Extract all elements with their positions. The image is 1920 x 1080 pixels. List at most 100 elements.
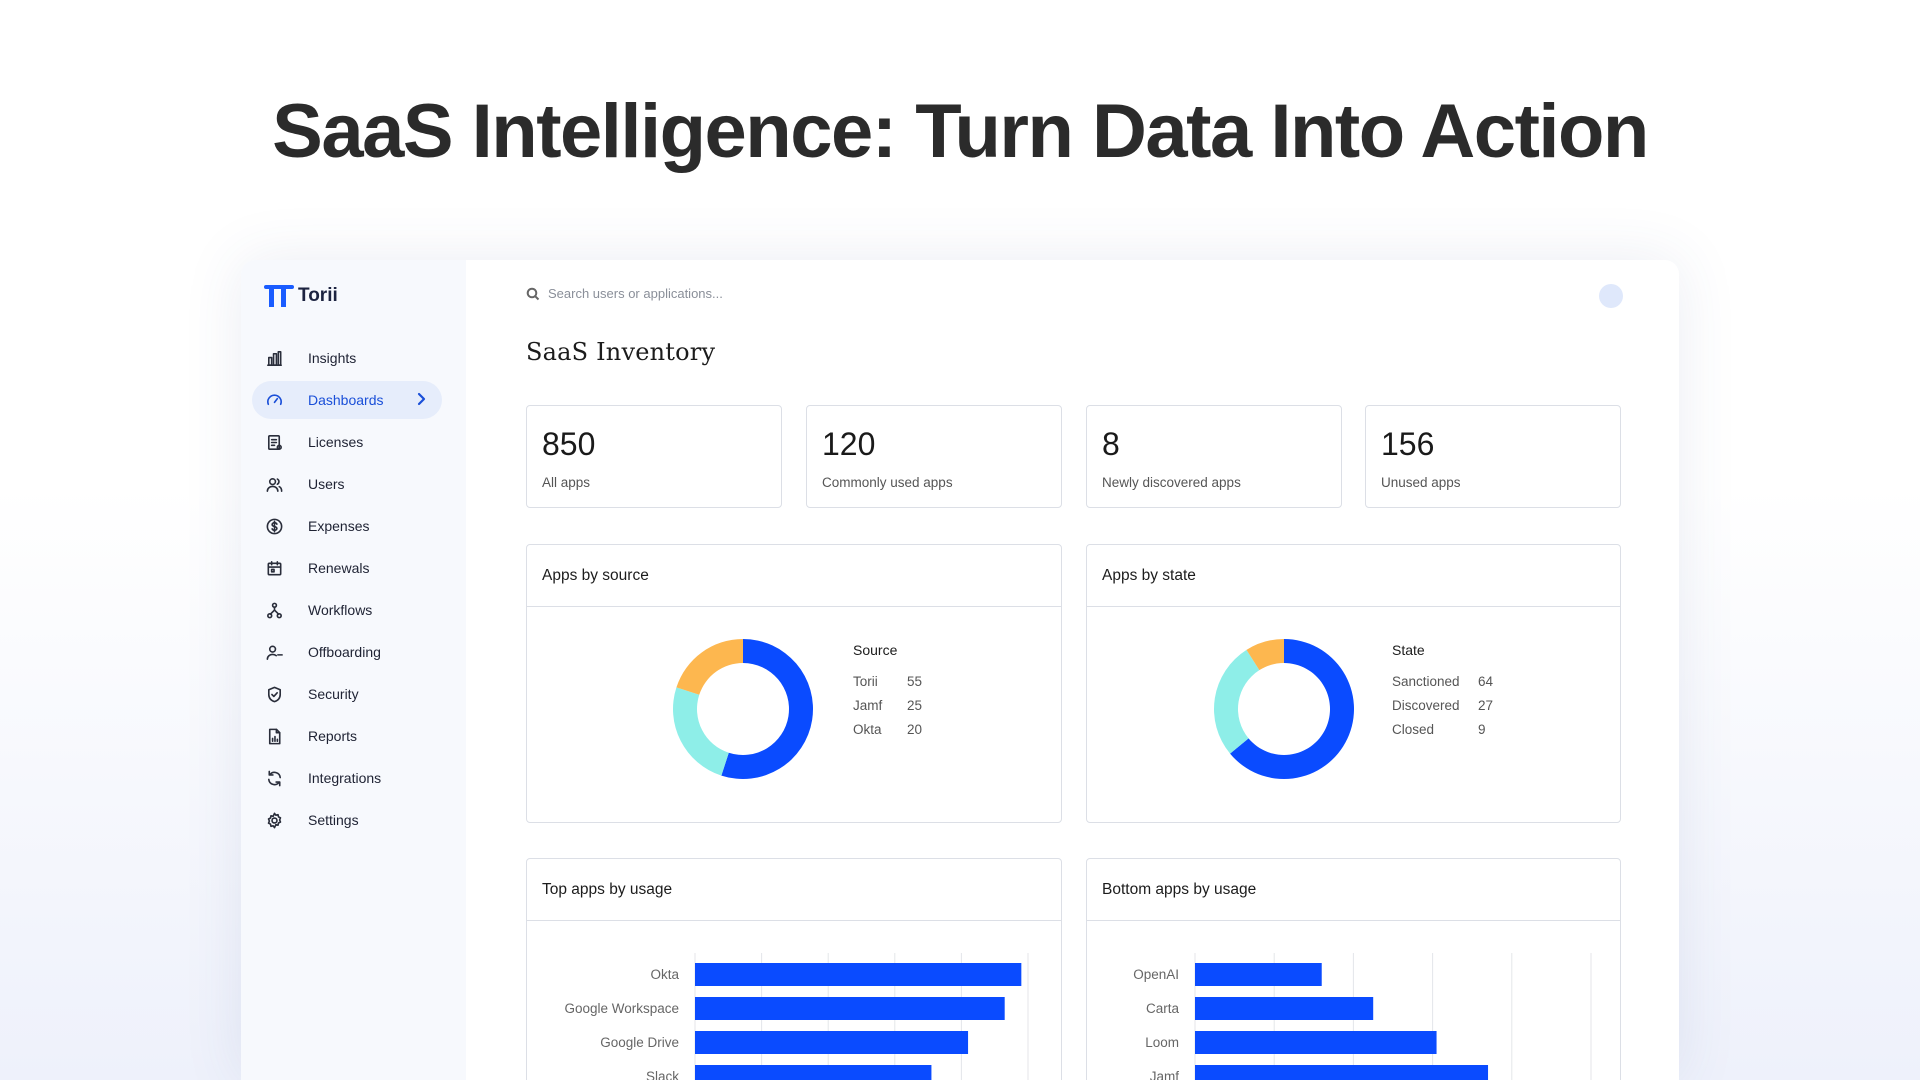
- app-window: Torii Insights Dashboards: [241, 260, 1679, 1080]
- legend-label: Okta: [853, 722, 882, 737]
- sidebar-item-label: Offboarding: [308, 644, 381, 660]
- shield-icon: [264, 684, 284, 704]
- donut-slice-sanctioned[interactable]: [1230, 639, 1354, 779]
- legend-source: Source Torii 55 Jamf 25 Okta 20: [853, 642, 922, 746]
- search-input[interactable]: [548, 286, 948, 301]
- stat-label: Unused apps: [1381, 475, 1461, 490]
- donut-slice-jamf[interactable]: [673, 687, 729, 776]
- legend-row: Jamf 25: [853, 698, 922, 722]
- stat-value: 8: [1102, 426, 1120, 462]
- sidebar-nav: Insights Dashboards Licenses: [252, 339, 442, 843]
- users-icon: [264, 474, 284, 494]
- report-icon: [264, 726, 284, 746]
- sidebar-item-expenses[interactable]: Expenses: [252, 507, 442, 545]
- refresh-icon: [264, 768, 284, 788]
- donut-slice-closed[interactable]: [1246, 639, 1284, 671]
- gear-icon: [264, 810, 284, 830]
- legend-row: Okta 20: [853, 722, 922, 746]
- bar-label: Slack: [646, 1069, 679, 1080]
- sidebar-item-licenses[interactable]: Licenses: [252, 423, 442, 461]
- stat-label: All apps: [542, 475, 591, 490]
- bar-chart-icon: [264, 348, 284, 368]
- dollar-icon: [264, 516, 284, 536]
- sidebar-item-integrations[interactable]: Integrations: [252, 759, 442, 797]
- sidebar-item-label: Expenses: [308, 518, 370, 534]
- donut-chart-source: [673, 639, 813, 779]
- panel-title: Top apps by usage: [527, 859, 1061, 921]
- brand-name: Torii: [298, 285, 338, 306]
- sidebar-item-offboarding[interactable]: Offboarding: [252, 633, 442, 671]
- sidebar-item-label: Licenses: [308, 434, 364, 450]
- search-bar: [526, 286, 948, 301]
- sidebar-item-reports[interactable]: Reports: [252, 717, 442, 755]
- donut-slice-discovered[interactable]: [1214, 649, 1260, 754]
- stat-value: 120: [822, 426, 876, 462]
- bar-label: Okta: [650, 967, 679, 982]
- donut-slice-okta[interactable]: [676, 639, 743, 695]
- sidebar-item-security[interactable]: Security: [252, 675, 442, 713]
- bar-label: Google Drive: [600, 1035, 679, 1050]
- sidebar-item-settings[interactable]: Settings: [252, 801, 442, 839]
- license-icon: [264, 432, 284, 452]
- sidebar-item-label: Renewals: [308, 560, 370, 576]
- gauge-icon: [264, 390, 284, 410]
- sidebar-item-label: Settings: [308, 812, 359, 828]
- sidebar-item-dashboards[interactable]: Dashboards: [252, 381, 442, 419]
- stat-label: Commonly used apps: [822, 475, 953, 490]
- bar-label: Loom: [1145, 1035, 1179, 1050]
- bar-slack[interactable]: [695, 1065, 932, 1080]
- bar-label: Jamf: [1150, 1069, 1180, 1080]
- sidebar-item-label: Workflows: [308, 602, 373, 618]
- avatar[interactable]: [1599, 284, 1623, 308]
- legend-value: 20: [907, 722, 923, 737]
- sidebar-item-renewals[interactable]: Renewals: [252, 549, 442, 587]
- panel-title: Bottom apps by usage: [1087, 859, 1620, 921]
- sidebar: Torii Insights Dashboards: [241, 260, 466, 1080]
- legend-row: Discovered 27: [1392, 698, 1493, 722]
- legend-value: 55: [907, 674, 923, 689]
- panel-title: Apps by source: [527, 545, 1061, 607]
- donut-slice-torii[interactable]: [721, 639, 813, 779]
- panel-bottom-apps-by-usage: Bottom apps by usage OpenAI Carta Loom Jamf: [1086, 858, 1621, 1080]
- chevron-right-icon: [414, 392, 428, 409]
- legend-value: 64: [1478, 674, 1494, 689]
- bar-loom[interactable]: [1195, 1031, 1437, 1054]
- bar-label: OpenAI: [1133, 967, 1179, 982]
- sidebar-item-users[interactable]: Users: [252, 465, 442, 503]
- sidebar-item-label: Dashboards: [308, 392, 384, 408]
- sidebar-item-label: Reports: [308, 728, 358, 744]
- legend-row: Torii 55: [853, 674, 922, 698]
- sidebar-item-label: Integrations: [308, 770, 382, 786]
- legend-label: Sanctioned: [1392, 674, 1460, 689]
- bar-label: Google Workspace: [564, 1001, 679, 1016]
- sidebar-item-workflows[interactable]: Workflows: [252, 591, 442, 629]
- bar-google-workspace[interactable]: [695, 997, 1005, 1020]
- legend-row: Sanctioned 64: [1392, 674, 1493, 698]
- stat-card-commonly-used[interactable]: 120 Commonly used apps: [806, 405, 1062, 508]
- legend-value: 27: [1478, 698, 1494, 713]
- bar-carta[interactable]: [1195, 997, 1374, 1020]
- sidebar-item-label: Security: [308, 686, 359, 702]
- bar-google-drive[interactable]: [695, 1031, 969, 1054]
- calendar-icon: [264, 558, 284, 578]
- donut-chart-state: [1214, 639, 1354, 779]
- sidebar-item-insights[interactable]: Insights: [252, 339, 442, 377]
- legend-title: State: [1392, 642, 1425, 658]
- sidebar-item-label: Insights: [308, 350, 357, 366]
- stat-card-all-apps[interactable]: 850 All apps: [526, 405, 782, 508]
- bar-okta[interactable]: [695, 963, 1022, 986]
- legend-label: Closed: [1392, 722, 1435, 737]
- panel-top-apps-by-usage: Top apps by usage Okta Google Workspace Go…: [526, 858, 1062, 1080]
- search-icon: [526, 287, 540, 300]
- legend-value: 9: [1478, 722, 1486, 737]
- bar-openai[interactable]: [1195, 963, 1322, 986]
- legend-label: Jamf: [853, 698, 883, 713]
- legend-title: Source: [853, 642, 898, 658]
- bar-label: Carta: [1146, 1001, 1180, 1016]
- stat-card-newly-discovered[interactable]: 8 Newly discovered apps: [1086, 405, 1342, 508]
- stat-card-unused[interactable]: 156 Unused apps: [1365, 405, 1621, 508]
- bar-jamf[interactable]: [1195, 1065, 1489, 1080]
- stat-label: Newly discovered apps: [1102, 475, 1241, 490]
- brand-logo[interactable]: Torii: [264, 285, 338, 307]
- panel-title: Apps by state: [1087, 545, 1620, 607]
